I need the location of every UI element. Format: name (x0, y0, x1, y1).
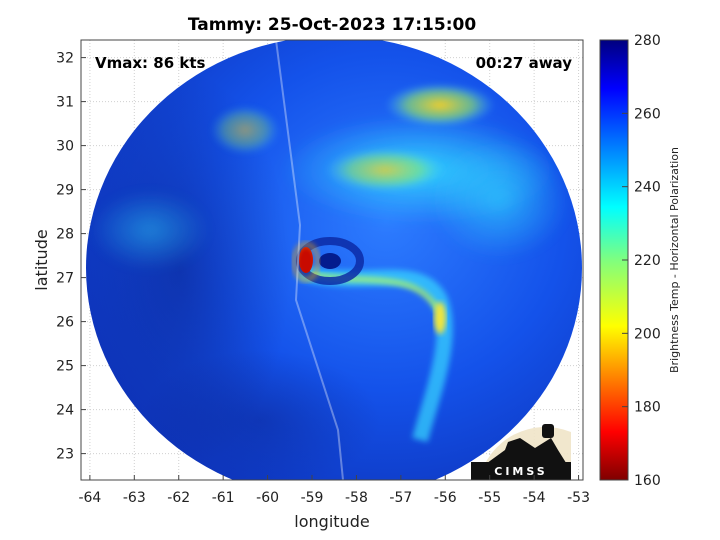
plot-frame (80, 39, 584, 481)
colorbar: 160 180 200 220 240 260 280 Brightness Temp - … (599, 33, 681, 489)
storm-eye (319, 253, 341, 269)
y-tick-label: 32 (56, 51, 74, 67)
x-axis: -64 -63 -62 -61 -60 -59 -58 -57 -56 -55 -54 -53 (78, 475, 590, 506)
x-tick-label: -58 (345, 490, 368, 506)
x-tick-label: -63 (123, 490, 146, 506)
x-tick-label: -60 (256, 490, 279, 506)
x-tick-label: -55 (478, 490, 501, 506)
x-tick-label: -56 (434, 490, 457, 506)
x-tick-label: -53 (567, 490, 590, 506)
swath-edge (275, 40, 344, 480)
time-offset-label: 00:27 away (476, 54, 573, 72)
water-tower (542, 424, 554, 438)
colorbar-tick-label: 200 (634, 326, 661, 342)
cyan-band-northeast (430, 140, 570, 260)
x-tick-label: -59 (301, 490, 324, 506)
x-tick-label: -64 (78, 490, 101, 506)
plot-area: CIMSS Vmax: 86 kts 00:27 away (80, 39, 584, 481)
x-axis-label: longitude (294, 512, 369, 531)
brightness-temp-swath (86, 40, 582, 480)
colorbar-tick-label: 160 (634, 473, 661, 489)
y-axis: 23 24 25 26 27 28 29 30 31 32 (56, 51, 86, 463)
colorbar-label: Brightness Temp - Horizontal Polarizatio… (668, 147, 681, 373)
y-tick-label: 25 (56, 359, 74, 375)
chart-title: Tammy: 25-Oct-2023 17:15:00 (188, 15, 476, 35)
colorbar-ticks: 160 180 200 220 240 260 280 (622, 33, 661, 489)
warm-patch-north (385, 83, 495, 127)
x-tick-label: -57 (389, 490, 412, 506)
vmax-label: Vmax: 86 kts (95, 54, 205, 72)
colorbar-tick-label: 280 (634, 33, 661, 49)
colorbar-tick-label: 240 (634, 180, 661, 196)
warm-rainband-east (434, 302, 446, 334)
y-tick-label: 23 (56, 447, 74, 463)
eyewall-warm-halo (292, 242, 320, 282)
y-tick-label: 31 (56, 95, 74, 111)
y-axis-label: latitude (32, 229, 51, 290)
logo-building (483, 438, 568, 466)
y-tick-label: 29 (56, 183, 74, 199)
y-tick-label: 24 (56, 403, 74, 419)
x-tick-label: -54 (523, 490, 546, 506)
colorbar-tick-label: 260 (634, 106, 661, 122)
cyan-band-west (90, 190, 210, 270)
cimss-logo: CIMSS (471, 424, 571, 480)
x-tick-label: -62 (167, 490, 190, 506)
y-tick-label: 27 (56, 271, 74, 287)
y-tick-label: 28 (56, 227, 74, 243)
y-tick-label: 30 (56, 139, 74, 155)
warm-patch-west (210, 105, 280, 155)
dark-region-south (140, 350, 380, 480)
x-tick-label: -61 (212, 490, 235, 506)
colorbar-tick-label: 220 (634, 253, 661, 269)
logo-banner (471, 462, 571, 480)
y-tick-label: 26 (56, 315, 74, 331)
colorbar-tick-label: 180 (634, 400, 661, 416)
eyewall-warm-core (299, 247, 313, 273)
warm-patch-central (325, 148, 445, 192)
logo-text: CIMSS (494, 465, 547, 478)
